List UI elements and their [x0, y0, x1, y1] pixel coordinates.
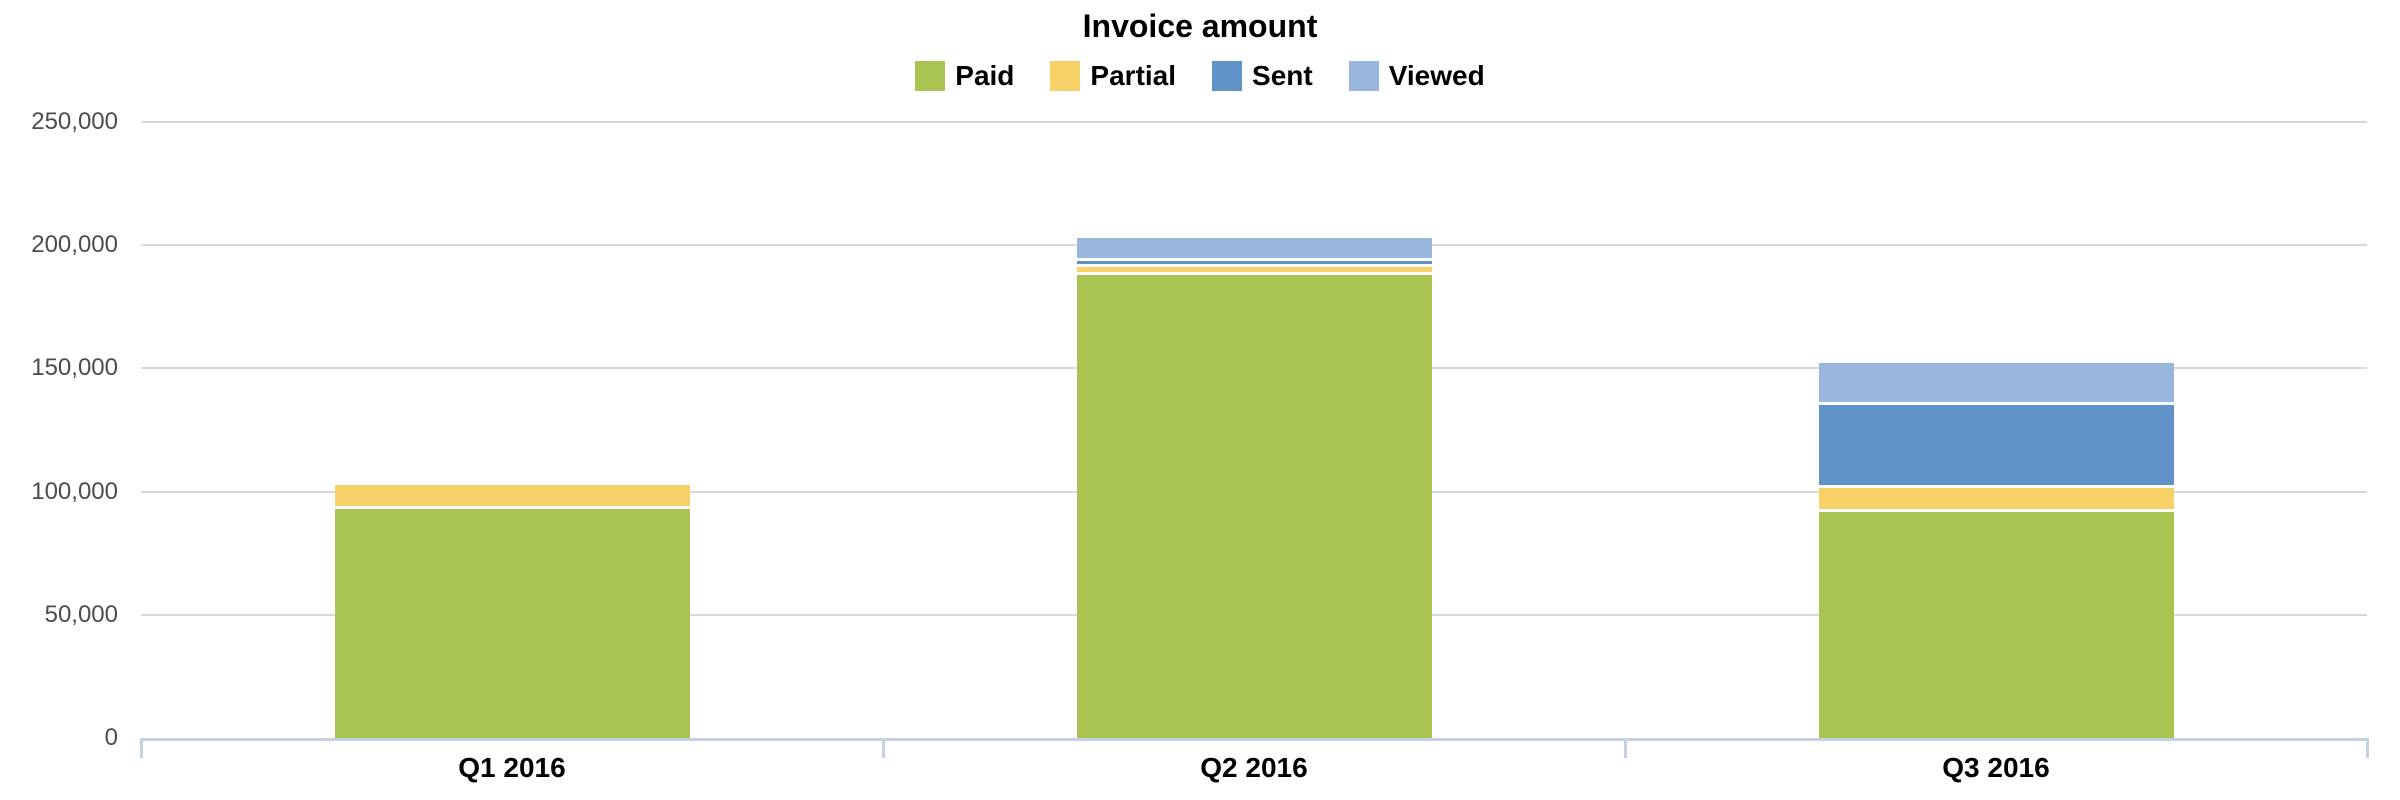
- y-axis-label-50-000: 50,000: [44, 601, 118, 628]
- legend-label-viewed: Viewed: [1388, 60, 1485, 91]
- bar-q1-2016: [335, 481, 690, 738]
- bar-segment-paid-q3-2016[interactable]: [1819, 508, 2174, 738]
- bar-segment-sent-q2-2016[interactable]: [1077, 257, 1432, 264]
- bar-segment-viewed-q2-2016[interactable]: [1077, 235, 1432, 258]
- x-axis-tick: [2366, 738, 2369, 758]
- y-axis-label-250-000: 250,000: [31, 108, 118, 135]
- legend-item-paid[interactable]: Paid: [915, 60, 1014, 92]
- chart-legend: Paid Partial Sent Viewed: [0, 60, 2400, 92]
- legend-item-sent[interactable]: Sent: [1212, 60, 1313, 92]
- legend-swatch-sent: [1212, 61, 1243, 91]
- bar-segment-viewed-q3-2016[interactable]: [1819, 359, 2174, 402]
- chart-title: Invoice amount: [1082, 8, 1318, 44]
- y-axis-label-100-000: 100,000: [31, 478, 118, 505]
- legend-label-sent: Sent: [1252, 60, 1313, 91]
- x-axis-label-q2-2016: Q2 2016: [1200, 752, 1308, 783]
- bar-segment-paid-q2-2016[interactable]: [1077, 272, 1432, 738]
- legend-swatch-partial: [1050, 61, 1081, 91]
- y-axis-label-0: 0: [104, 724, 118, 751]
- bar-q3-2016: [1819, 359, 2174, 738]
- x-axis-line: [141, 738, 2368, 741]
- y-axis-label-200-000: 200,000: [31, 231, 118, 258]
- x-axis-label-q1-2016: Q1 2016: [458, 752, 566, 783]
- x-axis-tick: [140, 738, 143, 758]
- bar-segment-partial-q1-2016[interactable]: [335, 481, 690, 507]
- bar-segment-partial-q3-2016[interactable]: [1819, 485, 2174, 509]
- bar-segment-partial-q2-2016[interactable]: [1077, 263, 1432, 273]
- legend-item-partial[interactable]: Partial: [1050, 60, 1176, 92]
- legend-label-partial: Partial: [1090, 60, 1177, 91]
- legend-item-viewed[interactable]: Viewed: [1348, 60, 1485, 92]
- y-axis-label-150-000: 150,000: [31, 354, 118, 381]
- gridline-250-000: [141, 121, 2367, 123]
- legend-swatch-paid: [915, 61, 946, 91]
- x-axis-label-q3-2016: Q3 2016: [1942, 752, 2050, 783]
- bar-segment-sent-q3-2016[interactable]: [1819, 401, 2174, 486]
- bar-q2-2016: [1077, 235, 1432, 738]
- x-axis-tick: [1624, 738, 1627, 758]
- legend-label-paid: Paid: [955, 60, 1015, 91]
- x-axis-tick: [882, 738, 885, 758]
- legend-swatch-viewed: [1348, 61, 1379, 91]
- bar-segment-paid-q1-2016[interactable]: [335, 506, 690, 738]
- plot-area: [141, 121, 2367, 738]
